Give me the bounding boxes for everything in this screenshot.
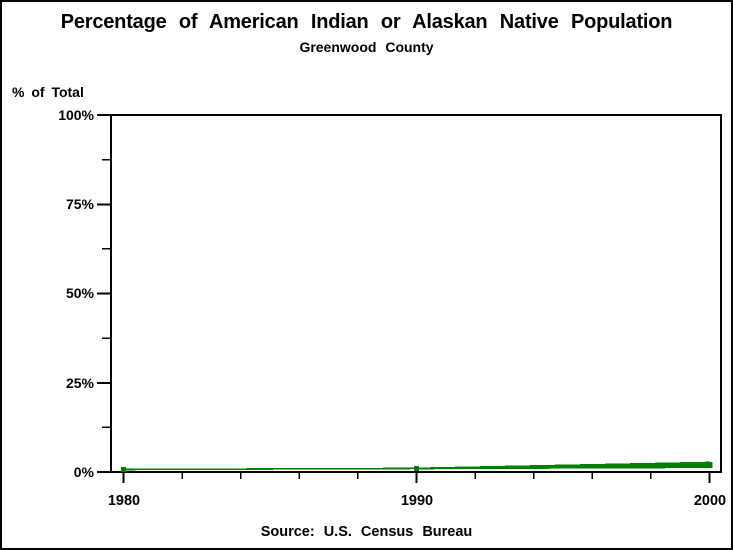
- x-tick-label-2000: 2000: [693, 493, 727, 509]
- y-tick-label-75: 75%: [65, 196, 94, 212]
- data-point-marker: [121, 467, 126, 473]
- x-tick-label-1990: 1990: [400, 493, 434, 509]
- y-tick-label-25: 25%: [65, 375, 94, 391]
- axis-ticks: [97, 114, 711, 483]
- x-tick-label-1980: 1980: [107, 493, 141, 509]
- data-point-marker: [414, 465, 419, 471]
- data-line-segment: [123, 467, 417, 471]
- data-series: [121, 461, 713, 473]
- data-line-wedge: [416, 461, 710, 470]
- y-tick-label-50: 50%: [65, 285, 94, 301]
- y-tick-label-100: 100%: [58, 107, 94, 123]
- plot-frame: [110, 114, 722, 473]
- chart-subtitle: Greenwood County: [299, 39, 434, 55]
- chart-title: Percentage of American Indian or Alaskan…: [60, 11, 673, 33]
- y-axis-label: % of Total: [12, 84, 84, 100]
- footnote-source: Source: U.S. Census Bureau: [260, 524, 473, 540]
- data-point-marker: [706, 461, 713, 468]
- y-tick-label-0: 0%: [73, 464, 94, 480]
